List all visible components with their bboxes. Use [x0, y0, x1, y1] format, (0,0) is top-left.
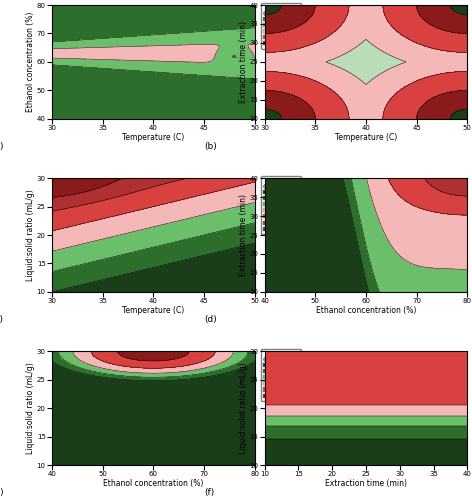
Y-axis label: Liquid:solid ratio (mL/g): Liquid:solid ratio (mL/g): [239, 362, 248, 454]
Y-axis label: Extraction time (min): Extraction time (min): [239, 21, 248, 103]
Text: (b): (b): [204, 142, 217, 150]
Text: (d): (d): [204, 314, 217, 324]
Legend: < 180, 180 - 200, 200 - 220, 220 - 240, 240 - 260, > 260: < 180, 180 - 200, 200 - 220, 220 - 240, …: [261, 349, 301, 401]
Legend: < 150, 150 - 175, 175 - 200, 200 - 225, 225 - 250, 250 - 275, > 275: < 150, 150 - 175, 175 - 200, 200 - 225, …: [261, 176, 301, 234]
X-axis label: Ethanol concentration (%): Ethanol concentration (%): [316, 306, 416, 314]
Y-axis label: Ethanol concentration (%): Ethanol concentration (%): [26, 12, 35, 112]
Text: (a): (a): [0, 142, 4, 150]
X-axis label: Ethanol concentration (%): Ethanol concentration (%): [103, 478, 203, 488]
X-axis label: Temperature (C): Temperature (C): [122, 306, 185, 314]
Y-axis label: Liquid:solid ratio (mL/g): Liquid:solid ratio (mL/g): [26, 189, 35, 281]
X-axis label: Temperature (C): Temperature (C): [335, 132, 397, 141]
Y-axis label: Extraction time (min): Extraction time (min): [239, 194, 248, 276]
Legend: < 180, 180 - 190, 190 - 200, 200 - 210, > 210: < 180, 180 - 190, 190 - 200, 200 - 210, …: [261, 2, 301, 48]
Text: (f): (f): [204, 488, 214, 497]
Text: (e): (e): [0, 488, 4, 497]
Y-axis label: Liquid:solid ratio (mL/g): Liquid:solid ratio (mL/g): [26, 362, 35, 454]
X-axis label: Temperature (C): Temperature (C): [122, 132, 185, 141]
X-axis label: Extraction time (min): Extraction time (min): [325, 478, 407, 488]
Text: (c): (c): [0, 314, 3, 324]
